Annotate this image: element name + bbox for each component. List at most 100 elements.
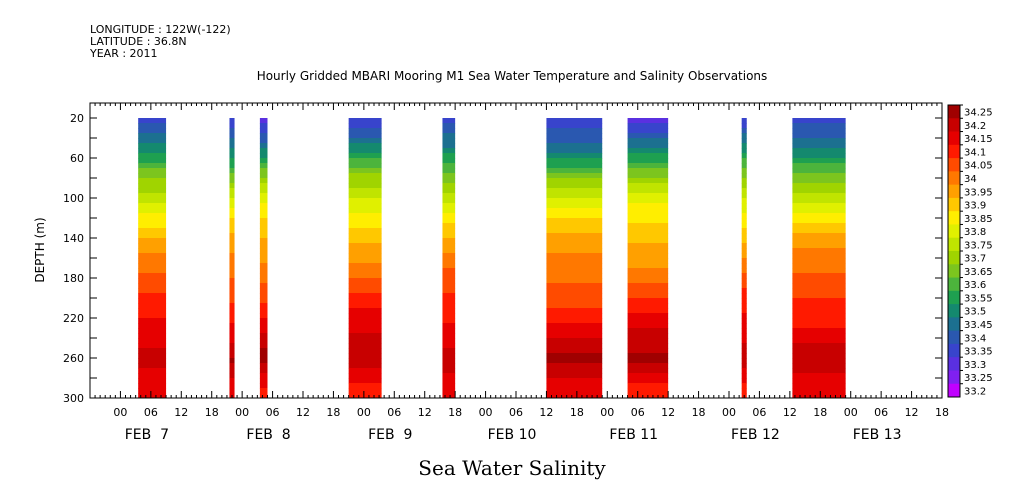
salinity-cell [792,188,846,194]
salinity-cell [741,318,747,324]
salinity-cell [442,193,456,199]
salinity-cell [348,293,382,299]
salinity-cell [546,153,603,159]
salinity-cell [259,218,268,224]
salinity-cell [348,318,382,324]
salinity-cell [792,153,846,159]
salinity-cell [792,178,846,184]
colorbar-swatch [948,383,960,398]
salinity-cell [229,298,235,304]
salinity-cell [442,168,456,174]
colorbar-swatch [948,118,960,132]
salinity-cell [546,358,603,364]
salinity-cell [741,188,747,194]
salinity-cell [741,333,747,339]
salinity-cell [741,183,747,189]
salinity-cell [138,278,167,284]
salinity-cell [546,193,603,199]
salinity-cell [229,238,235,244]
salinity-cell [259,348,268,354]
salinity-cell [348,233,382,239]
colorbar-label: 34.15 [964,134,993,145]
data-segment [546,118,603,399]
salinity-cell [229,318,235,324]
salinity-cell [546,343,603,349]
salinity-cell [259,183,268,189]
salinity-cell [546,248,603,254]
x-tick-label: 18 [935,406,949,419]
salinity-cell [741,203,747,209]
salinity-cell [442,223,456,229]
salinity-cell [792,248,846,254]
salinity-cell [792,158,846,164]
salinity-cell [229,358,235,364]
salinity-cell [348,343,382,349]
salinity-cell [546,318,603,324]
salinity-cell [546,333,603,339]
salinity-cell [627,343,669,349]
salinity-cell [627,238,669,244]
salinity-cell [546,133,603,139]
salinity-cell [627,253,669,259]
salinity-cell [741,348,747,354]
x-tick-label: 00 [722,406,736,419]
salinity-cell [138,283,167,289]
x-tick-label: 06 [752,406,766,419]
salinity-cell [442,188,456,194]
salinity-cell [259,293,268,299]
salinity-cell [138,313,167,319]
salinity-cell [348,393,382,399]
salinity-cell [138,288,167,294]
x-tick-label: 00 [479,406,493,419]
salinity-cell [259,158,268,164]
colorbar-frame [947,104,961,398]
salinity-cell [792,193,846,199]
salinity-cell [442,268,456,274]
salinity-cell [741,368,747,374]
salinity-cell [792,288,846,294]
salinity-cell [741,273,747,279]
salinity-cell [546,123,603,129]
salinity-cell [627,193,669,199]
salinity-cell [792,393,846,399]
colorbar-swatch [948,357,960,371]
salinity-cell [792,168,846,174]
salinity-cell [627,293,669,299]
salinity-cell [138,268,167,274]
colorbar-swatch [948,211,960,225]
salinity-cell [546,238,603,244]
salinity-cell [546,313,603,319]
salinity-cell [442,343,456,349]
salinity-cell [259,153,268,159]
salinity-cell [792,233,846,239]
salinity-cell [792,143,846,149]
salinity-cell [442,278,456,284]
salinity-cell [138,358,167,364]
salinity-cell [741,223,747,229]
salinity-cell [792,128,846,134]
x-tick-label: 00 [844,406,858,419]
salinity-cell [627,373,669,379]
salinity-cell [627,318,669,324]
salinity-cell [442,138,456,144]
salinity-cell [229,243,235,249]
salinity-cell [259,373,268,379]
data-segment [229,118,235,399]
salinity-cell [348,153,382,159]
salinity-cell [348,278,382,284]
salinity-cell [259,133,268,139]
salinity-cell [741,198,747,204]
y-tick-label: 100 [63,192,84,205]
colorbar-label: 33.35 [964,347,993,358]
salinity-cell [546,378,603,384]
salinity-cell [259,248,268,254]
day-label: FEB 8 [246,427,290,443]
salinity-cell [442,273,456,279]
salinity-cell [627,198,669,204]
salinity-cell [229,163,235,169]
salinity-cell [741,228,747,234]
salinity-cell [741,283,747,289]
salinity-cell [348,238,382,244]
salinity-cell [348,378,382,384]
